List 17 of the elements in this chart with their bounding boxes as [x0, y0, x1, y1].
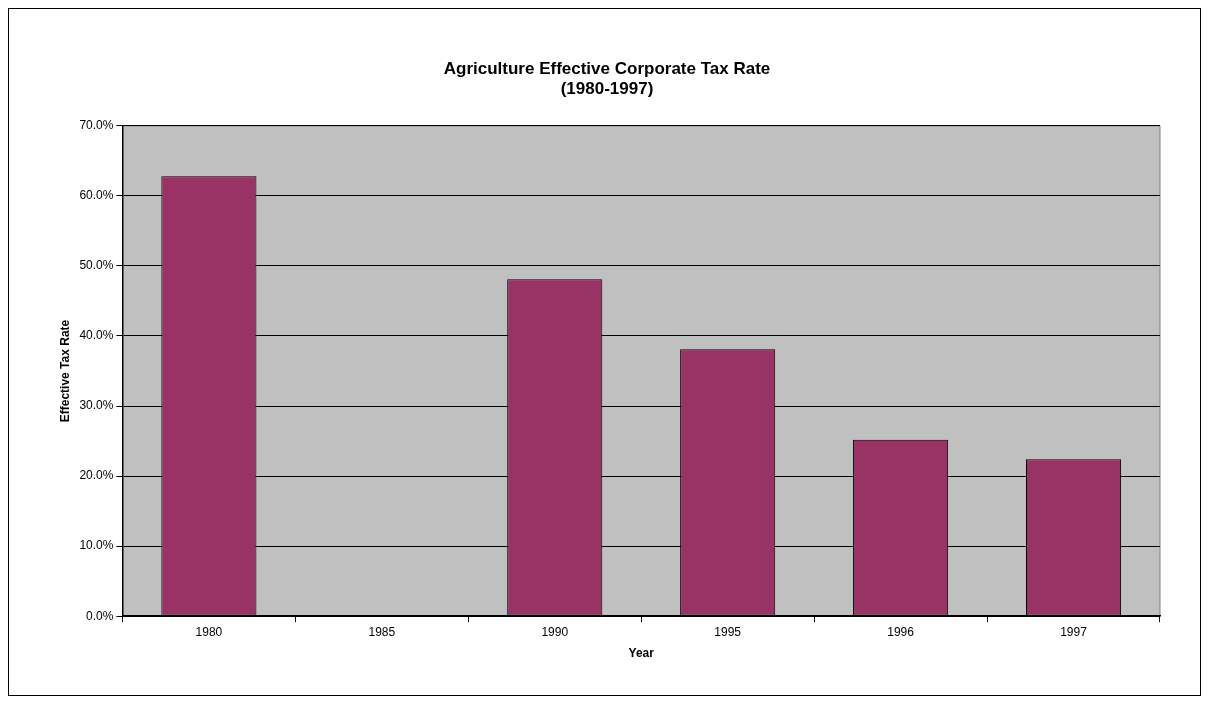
x-tick-label: 1997: [1060, 624, 1088, 639]
x-axis-title: Year: [628, 646, 655, 661]
x-tick-label: 1995: [714, 624, 742, 639]
x-tick-label: 1996: [887, 624, 915, 639]
y-axis-title: Effective Tax Rate: [57, 319, 72, 423]
x-tick-label: 1990: [541, 624, 569, 639]
x-tick-label: 1985: [368, 624, 396, 639]
y-tick-label: 40.0%: [79, 328, 114, 343]
y-tick-label: 70.0%: [79, 118, 114, 133]
x-tick-label: 1980: [195, 624, 223, 639]
y-tick-label: 50.0%: [79, 258, 114, 273]
y-tick-label: 20.0%: [79, 468, 114, 483]
y-tick-label: 60.0%: [79, 188, 114, 203]
chart-title: Agriculture Effective Corporate Tax Rate (1980-1997): [443, 58, 771, 99]
y-tick-label: 0.0%: [86, 608, 114, 623]
y-tick-label: 30.0%: [79, 398, 114, 413]
y-tick-label: 10.0%: [79, 538, 114, 553]
